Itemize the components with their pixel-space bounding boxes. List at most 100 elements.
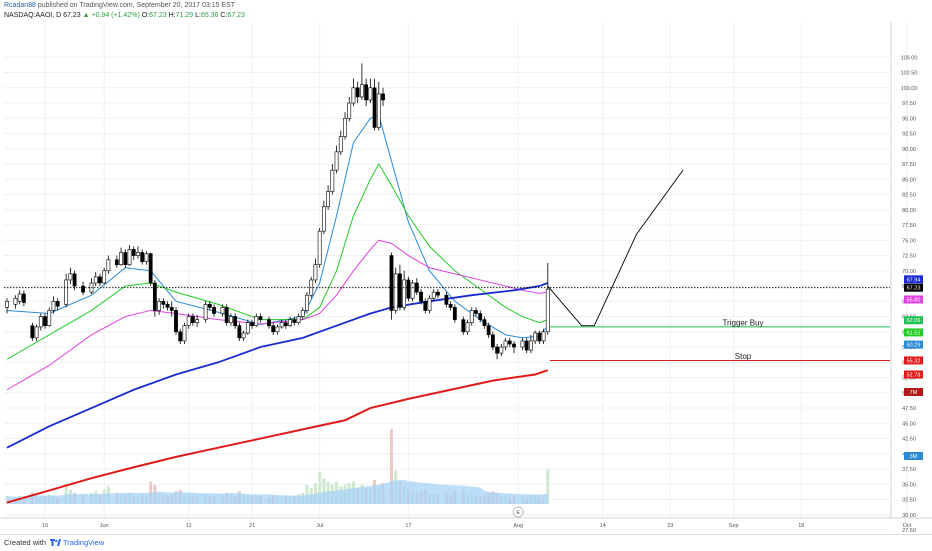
tradingview-link[interactable]: TradingView [63, 538, 105, 547]
volume-bar [318, 472, 322, 504]
author-link[interactable]: Rcadan88 [4, 2, 36, 9]
candle-body [81, 285, 85, 293]
candle-body [334, 151, 339, 171]
earnings-marker [512, 506, 524, 518]
candle-body [398, 273, 402, 308]
volume-bar [64, 483, 68, 504]
volume-ma-area [7, 480, 548, 504]
candle-body [389, 255, 394, 311]
candle-body [402, 279, 407, 308]
candle-body [406, 279, 411, 299]
date-tick-label: 17 [405, 523, 411, 529]
grid [0, 22, 932, 531]
candle-body [136, 252, 140, 256]
candle-body [368, 87, 373, 101]
candle-body [427, 297, 432, 311]
up-arrow-icon: ▲ [82, 12, 90, 19]
candle-body [431, 291, 436, 299]
candle-body [545, 288, 550, 333]
candle-body [321, 206, 326, 232]
open-value: 67.23 [149, 12, 167, 19]
price-tag-label: 62.06 [907, 318, 921, 324]
ma200-line [6, 369, 549, 504]
volume-bar [389, 428, 393, 504]
price-tick-label: 52.50 [902, 376, 916, 382]
date-tick-label: Jul [316, 523, 323, 529]
candle-body [292, 319, 297, 323]
candle-body [229, 316, 233, 323]
candle-body [448, 304, 453, 308]
candle-body [524, 340, 529, 351]
low-value: 65.36 [200, 12, 219, 19]
price-tag-label: 52.78 [907, 373, 921, 379]
candle-body [355, 87, 360, 98]
candle-body [254, 316, 259, 326]
price-tag-label: 65.80 [907, 297, 921, 303]
candle-body [338, 136, 343, 153]
candle-body [486, 325, 491, 336]
price-tick-label: 27.50 [902, 528, 916, 534]
volume-tag-label: 7M [910, 390, 918, 396]
candle-body [313, 264, 318, 281]
candle-body [34, 326, 39, 339]
date-tick-label: Aug [513, 523, 523, 529]
volume-bar [546, 468, 550, 504]
price-tick-label: 102.50 [901, 71, 918, 77]
high-label: H: [168, 12, 176, 19]
candle-body [119, 252, 123, 265]
price-tick-label: 32.50 [902, 498, 916, 504]
price-tick-label: 82.50 [902, 193, 916, 199]
date-tick-label: 18 [798, 523, 804, 529]
candle-body [157, 300, 162, 311]
price-tag-label: 55.32 [907, 358, 921, 364]
open-label: O: [141, 12, 150, 19]
candle-body [288, 319, 292, 327]
price-tick-label: 85.00 [902, 177, 916, 183]
candle-body [127, 249, 132, 265]
price-tick-label: 42.50 [902, 437, 916, 443]
candle-body [528, 340, 533, 351]
level-label: Stop [735, 352, 752, 361]
candle-body [220, 307, 225, 314]
date-tick-label: 14 [600, 523, 606, 529]
high-value: 71.29 [175, 12, 194, 19]
price-chart[interactable]: E Trigger Buy Stop 105.00 102.50 100.00 97.5… [0, 22, 932, 534]
candle-body [245, 322, 250, 334]
time-axis[interactable]: 10Jun1221Jul17Aug1423Sep18Oct16Nov1322De… [42, 523, 932, 529]
candle-body [423, 300, 428, 311]
candle-body [186, 316, 191, 326]
publish-header: Rcadan88 published on TradingView.com, S… [4, 2, 235, 9]
chart-background [0, 22, 932, 534]
candle-body [393, 273, 398, 311]
price-tag-label: 67.94 [907, 277, 921, 283]
price-tick-label: 72.50 [902, 254, 916, 260]
candle-body [364, 84, 369, 101]
candle-body [106, 259, 111, 272]
candle-body [541, 331, 546, 342]
candle-body [305, 294, 309, 311]
candle-body [495, 346, 500, 354]
price-tag-label: 61.51 [907, 330, 921, 336]
candle-body [503, 340, 508, 348]
candle-body [512, 343, 516, 348]
candle-body [191, 316, 195, 323]
symbol-label: NASDAQ:AAOI, D [4, 12, 62, 19]
price-tick-label: 35.00 [902, 482, 916, 488]
candle-body [478, 313, 483, 320]
candle-body [258, 316, 263, 320]
volume-bar [322, 478, 326, 504]
candle-body [537, 332, 542, 342]
candle-body [178, 331, 183, 342]
candle-body [267, 319, 271, 327]
price-tag [904, 295, 923, 304]
price-axis[interactable]: 105.00 102.50 100.00 97.50 95.00 92.50 90.00 87… [901, 55, 923, 534]
ema50-line [6, 239, 548, 391]
candle-body [317, 230, 322, 265]
candle-body [5, 300, 9, 308]
candle-body [17, 293, 22, 302]
candle-body [38, 316, 43, 328]
candle-body [300, 310, 305, 317]
candle-body [507, 340, 512, 345]
projection-path [547, 169, 684, 327]
candle-body [174, 310, 178, 333]
